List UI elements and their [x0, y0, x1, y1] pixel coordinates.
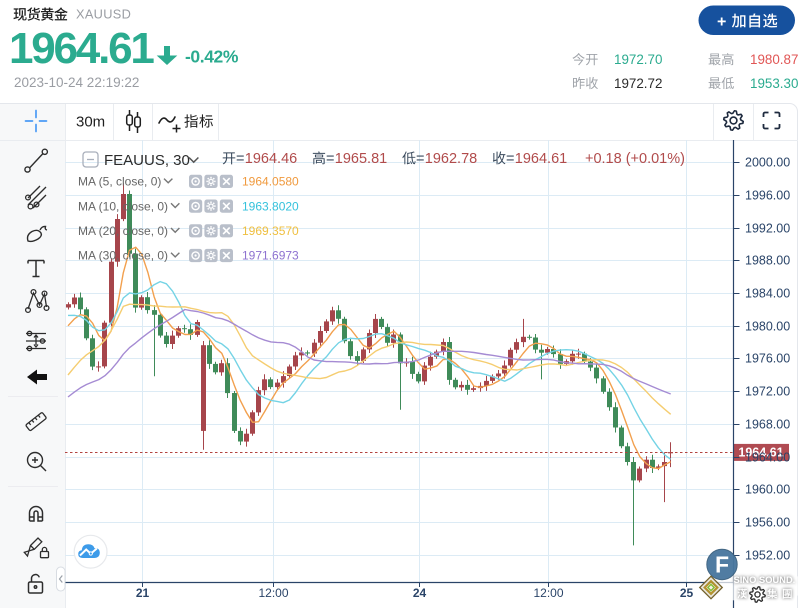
svg-text:SINO SOUND.: SINO SOUND.	[734, 575, 796, 586]
svg-text:1964.61: 1964.61	[9, 24, 154, 73]
svg-text:1964.00: 1964.00	[745, 451, 790, 465]
svg-text:12:00: 12:00	[258, 586, 288, 600]
svg-text:1953.30: 1953.30	[750, 76, 798, 91]
svg-text:1968.00: 1968.00	[745, 418, 790, 432]
svg-text:1972.00: 1972.00	[745, 385, 790, 399]
svg-text:1972.70: 1972.70	[614, 52, 662, 67]
svg-text:1952.00: 1952.00	[745, 549, 790, 563]
svg-text:2023-10-24 22:19:22: 2023-10-24 22:19:22	[14, 75, 139, 90]
svg-text:1980.87: 1980.87	[750, 52, 798, 67]
svg-text:1984.00: 1984.00	[745, 287, 790, 301]
svg-text:1976.00: 1976.00	[745, 352, 790, 366]
svg-text:1964.61: 1964.61	[515, 151, 567, 167]
svg-text:=: =	[326, 151, 334, 167]
svg-text:1996.00: 1996.00	[745, 189, 790, 203]
svg-text:1965.81: 1965.81	[335, 151, 387, 167]
svg-text:FEAUUS, 30: FEAUUS, 30	[104, 152, 190, 169]
svg-text:XAUUSD: XAUUSD	[76, 7, 131, 22]
svg-text:1964.61: 1964.61	[738, 446, 783, 460]
svg-text:2000.00: 2000.00	[745, 156, 790, 170]
svg-text:=: =	[506, 151, 514, 167]
svg-text:24: 24	[413, 586, 427, 600]
svg-text:MA (10, close, 0): MA (10, close, 0)	[78, 199, 168, 213]
svg-text:MA (30, close, 0): MA (30, close, 0)	[78, 249, 168, 263]
svg-text:12:00: 12:00	[533, 586, 563, 600]
svg-text:25: 25	[680, 586, 694, 600]
svg-text:1964.46: 1964.46	[245, 151, 297, 167]
svg-text:1992.00: 1992.00	[745, 222, 790, 236]
svg-text:+: +	[717, 13, 726, 30]
svg-text:+0.18 (+0.01%): +0.18 (+0.01%)	[585, 151, 685, 167]
svg-text:21: 21	[136, 586, 150, 600]
svg-text:MA (20, close, 0): MA (20, close, 0)	[78, 224, 168, 238]
svg-text:1988.00: 1988.00	[745, 254, 790, 268]
svg-text:MA (5, close, 0): MA (5, close, 0)	[78, 175, 161, 189]
svg-text:30m: 30m	[76, 114, 105, 131]
svg-text:1980.00: 1980.00	[745, 320, 790, 334]
svg-text:=: =	[416, 151, 424, 167]
svg-text:1963.8020: 1963.8020	[242, 199, 299, 213]
svg-text:1971.6973: 1971.6973	[242, 249, 299, 263]
svg-text:F: F	[715, 552, 729, 578]
svg-text:1956.00: 1956.00	[745, 516, 790, 530]
svg-text:1962.78: 1962.78	[425, 151, 477, 167]
svg-text:1969.3570: 1969.3570	[242, 224, 299, 238]
svg-text:1972.72: 1972.72	[614, 76, 662, 91]
svg-text:1960.00: 1960.00	[745, 483, 790, 497]
svg-text:=: =	[236, 151, 244, 167]
svg-text:1964.0580: 1964.0580	[242, 175, 299, 189]
svg-text:-0.42%: -0.42%	[185, 47, 239, 67]
